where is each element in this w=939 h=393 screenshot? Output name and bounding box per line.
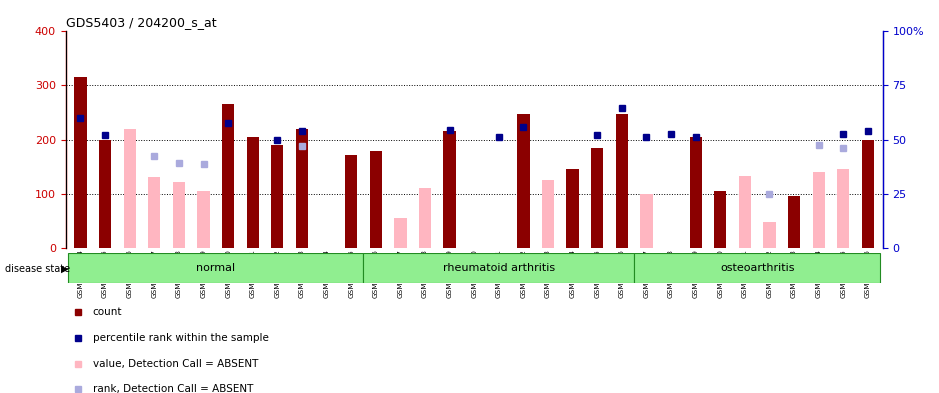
Text: rheumatoid arthritis: rheumatoid arthritis [443,263,555,273]
Bar [247,137,259,248]
Text: percentile rank within the sample: percentile rank within the sample [93,333,269,343]
Bar [788,196,800,248]
Bar [634,253,880,283]
Bar [173,182,185,248]
Bar [148,177,161,248]
Bar [689,137,701,248]
Bar [74,77,86,248]
Bar [542,180,554,248]
Text: value, Detection Call = ABSENT: value, Detection Call = ABSENT [93,358,258,369]
Bar [370,151,382,248]
Bar [739,176,751,248]
Bar [394,218,407,248]
Text: rank, Detection Call = ABSENT: rank, Detection Call = ABSENT [93,384,254,393]
Bar [838,169,850,248]
Bar [517,114,530,248]
Bar [812,172,824,248]
Bar [714,191,727,248]
Text: normal: normal [196,263,236,273]
Text: ▶: ▶ [61,264,69,274]
Bar [419,188,431,248]
Bar [296,129,308,248]
Bar [296,167,308,248]
Text: count: count [93,307,122,318]
Text: disease state: disease state [5,264,69,274]
Text: GDS5403 / 204200_s_at: GDS5403 / 204200_s_at [66,16,216,29]
Bar [197,191,209,248]
Bar [862,140,874,248]
Bar [345,154,358,248]
Bar [69,253,363,283]
Bar [616,114,628,248]
Bar [363,253,634,283]
Text: osteoarthritis: osteoarthritis [720,263,794,273]
Bar [271,145,284,248]
Bar [640,193,653,248]
Bar [763,222,776,248]
Bar [591,148,604,248]
Bar [99,140,111,248]
Bar [566,169,578,248]
Bar [124,129,136,248]
Bar [443,131,455,248]
Bar [222,105,235,248]
